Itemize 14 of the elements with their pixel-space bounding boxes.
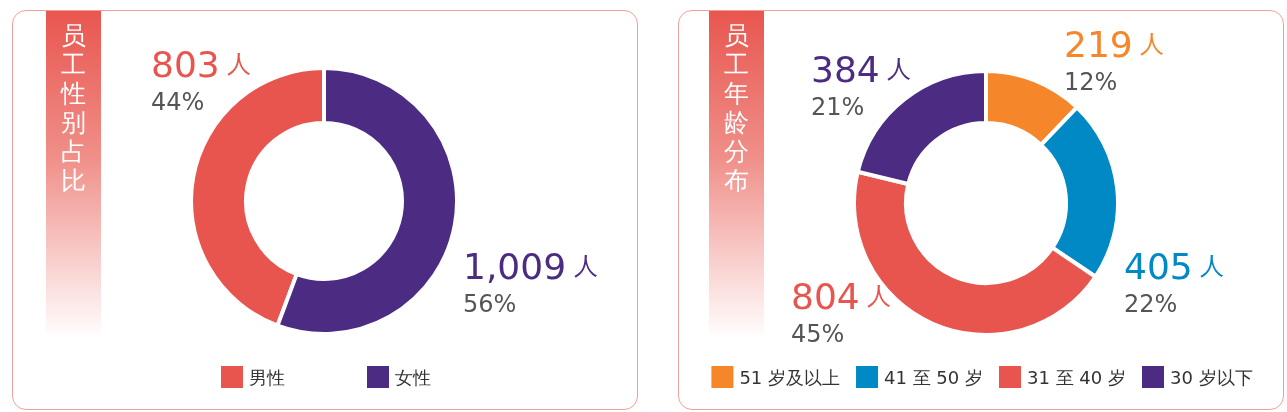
data-label: 219 人 12% [1064, 23, 1165, 96]
legend-label: 女性 [395, 366, 431, 388]
data-label: 384 人 21% [811, 48, 912, 121]
legend-label: 41 至 50 岁 [884, 366, 984, 388]
data-label: 405 人 22% [1124, 245, 1225, 318]
data-label: 803 人 44% [151, 43, 252, 116]
legend-label: 51 岁及以上 [739, 366, 841, 388]
text: 员工年龄分布 [723, 21, 750, 195]
legend-label: 男性 [249, 366, 285, 388]
text: 员工性别占比 [60, 21, 87, 195]
legend-label: 30 岁以下 [1169, 366, 1253, 388]
text: 1,009 人 56% [463, 245, 598, 318]
legend-label: 31 至 40 岁 [1027, 366, 1126, 388]
data-label: 804 人 45% [791, 275, 892, 348]
